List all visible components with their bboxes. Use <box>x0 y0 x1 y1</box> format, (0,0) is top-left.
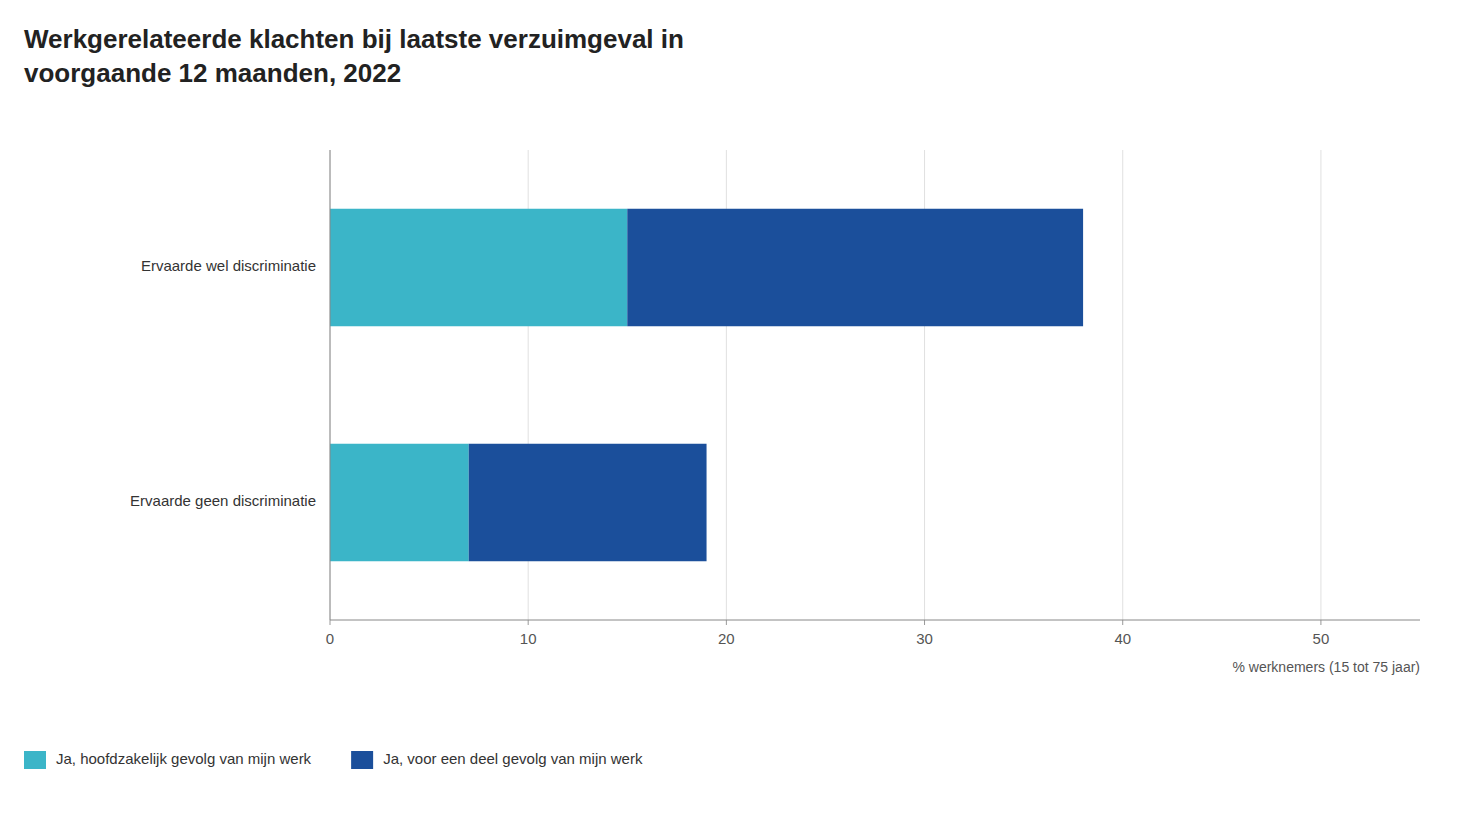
title-line: voorgaande 12 maanden, 2022 <box>24 58 401 88</box>
bar-segment <box>330 444 469 562</box>
chart-container: Werkgerelateerde klachten bij laatste ve… <box>0 0 1484 835</box>
grid-line <box>1320 150 1321 620</box>
grid <box>330 150 1321 620</box>
legend-swatch <box>351 751 373 769</box>
y-axis-line <box>330 150 331 620</box>
title: Werkgerelateerde klachten bij laatste ve… <box>24 24 684 88</box>
tick-label: 30 <box>916 630 933 647</box>
series <box>469 209 1083 562</box>
tick-mark <box>924 620 925 625</box>
tick-mark <box>528 620 529 625</box>
legend-swatch <box>24 751 46 769</box>
tick-mark <box>1320 620 1321 625</box>
grid-line <box>1122 150 1123 620</box>
x-axis-label: % werknemers (15 tot 75 jaar) <box>1232 659 1420 675</box>
bar-segment <box>627 209 1083 327</box>
legend: Ja, hoofdzakelijk gevolg van mijn werk Ja… <box>24 750 643 769</box>
legend-label: Ja, voor een deel gevolg van mijn werk <box>383 750 643 767</box>
bar-segment <box>330 209 627 327</box>
tick-label: 50 <box>1313 630 1330 647</box>
category-label: Ervaarde wel discriminatie <box>141 257 316 274</box>
tick-label: 0 <box>326 630 334 647</box>
tick-label: 40 <box>1114 630 1131 647</box>
grid-line <box>330 150 331 620</box>
title-line: Werkgerelateerde klachten bij laatste ve… <box>24 24 684 54</box>
bars <box>330 209 1083 562</box>
chart: Werkgerelateerde klachten bij laatste ve… <box>0 0 1484 835</box>
tick-label: 10 <box>520 630 537 647</box>
tick-mark <box>726 620 727 625</box>
x-ticks: 0 10 20 30 40 50 <box>326 620 1329 647</box>
x-axis-line <box>330 620 1420 621</box>
category-label: Ervaarde geen discriminatie <box>130 492 316 509</box>
tick-mark <box>1122 620 1123 625</box>
legend-label: Ja, hoofdzakelijk gevolg van mijn werk <box>56 750 312 767</box>
bar-segment <box>469 444 707 562</box>
tick-label: 20 <box>718 630 735 647</box>
tick-mark <box>330 620 331 625</box>
